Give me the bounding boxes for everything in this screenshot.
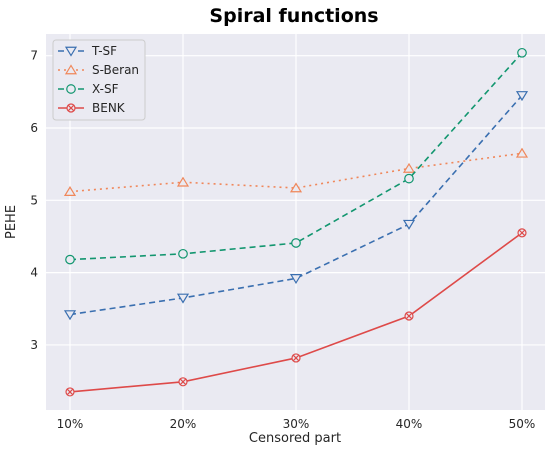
marker-x-stroke [292,354,300,361]
series-s-beran [63,147,529,196]
x-tick-label: 10% [57,417,84,431]
marker-triangle-up [515,147,529,158]
data-point [63,185,77,196]
legend-item: S-Beran [58,63,139,77]
marker-triangle-down [289,274,303,285]
y-tick-label: 6 [30,121,38,135]
legend-box [52,39,146,121]
x-tick-label: 30% [283,417,310,431]
chart-title: Spiral functions [209,5,378,27]
marker-triangle-down [176,293,190,304]
marker-circle [404,173,414,184]
marker-triangle-up [63,185,77,196]
data-point [404,173,414,184]
data-point [291,238,301,248]
data-point [176,176,190,187]
data-point [402,219,416,230]
marker-triangle-up [402,162,416,173]
marker-x-stroke [179,378,187,385]
marker-triangle-down [63,310,77,321]
y-tick-label: 5 [30,193,38,207]
legend-label: X-SF [92,82,119,96]
marker-x-stroke [405,312,413,320]
series-line-s-beran [69,152,523,193]
data-point [65,387,75,397]
legend-item: T-SF [58,44,117,58]
series-line-t-sf [69,94,523,316]
marker-triangle-up [289,182,303,193]
marker-x-stroke [66,388,74,395]
marker-x-stroke [518,229,526,236]
x-tick-label: 50% [509,417,536,431]
data-point [515,147,529,158]
marker-triangle-down [64,46,78,57]
data-point [517,47,527,58]
data-point [289,182,303,193]
y-axis-label: PEHE [4,205,19,239]
x-axis-label: Censored part [249,431,341,446]
marker-circle [65,254,75,265]
data-point [404,311,414,321]
data-point [178,377,188,387]
data-point [291,353,301,363]
data-point [515,91,529,102]
y-tick-label: 7 [30,49,38,63]
legend-label: T-SF [91,44,117,58]
data-point [65,254,75,265]
tick-labels: 10% 20% 30% 40% 50% 3 4 5 6 7 [30,49,535,431]
legend-label: S-Beran [92,63,139,77]
grid [46,34,545,410]
marker-circle [178,248,188,259]
data-point [517,228,527,238]
series-t-sf [63,91,529,321]
marker-triangle-up [176,176,190,187]
legend-item: BENK [58,101,126,115]
data-point [178,248,188,259]
marker-triangle-down [515,91,529,102]
legend: T-SF S-Beran X-SF BENK [52,39,146,121]
series-layer [63,47,529,397]
marker-triangle-down [402,219,416,230]
series-x-sf [65,47,527,265]
marker-triangle-up [64,64,78,75]
data-point [289,274,303,285]
x-tick-label: 20% [170,417,197,431]
y-tick-label: 4 [30,266,38,280]
data-point [176,293,190,304]
y-tick-label: 3 [30,338,38,352]
data-point [63,310,77,321]
marker-circle [291,238,301,248]
series-benk [65,228,527,397]
x-tick-label: 40% [396,417,423,431]
marker-x-stroke [67,104,75,112]
legend-label: BENK [92,101,126,115]
series-line-x-sf [69,52,523,261]
data-point [402,162,416,173]
legend-item: X-SF [58,82,119,96]
marker-circle [517,47,527,58]
marker-circle [66,84,76,94]
